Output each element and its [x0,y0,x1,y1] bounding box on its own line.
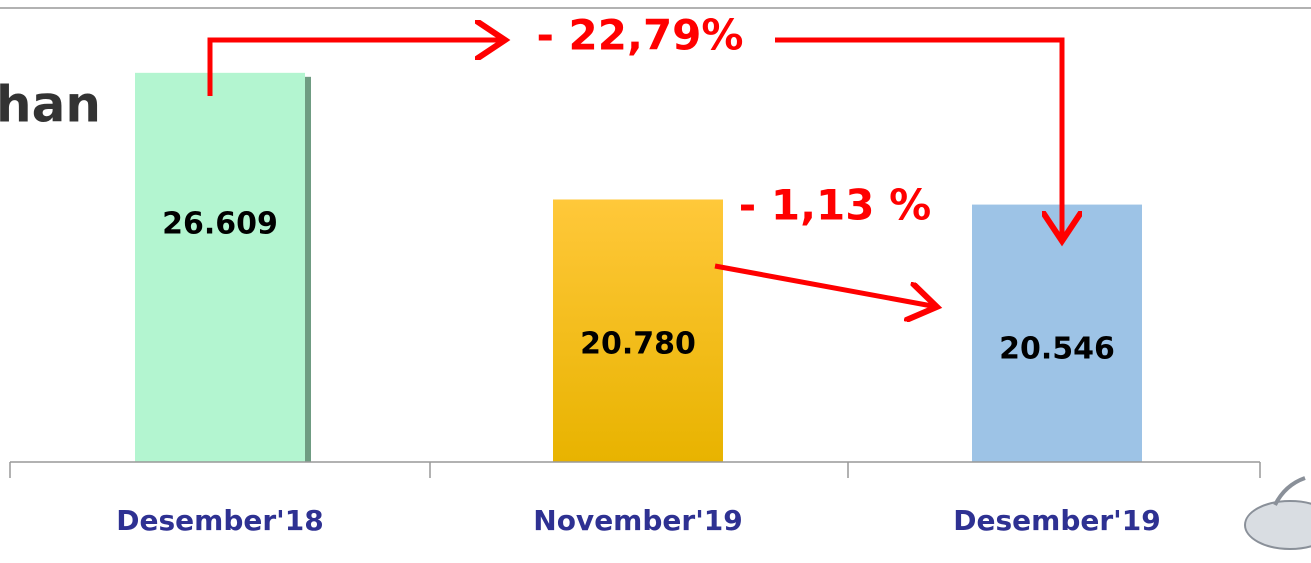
value-label: 26.609 [162,207,278,242]
axis-ticks [9,462,1261,478]
annotation: - 1,13 % [739,181,931,230]
bar [972,204,1142,462]
x-tick-label: Desember'19 [953,504,1160,537]
value-label: 20.780 [580,327,696,362]
chart-title: han [0,76,101,134]
bar [553,199,723,462]
bar [135,72,305,462]
x-tick-label: November'19 [533,504,742,537]
value-label: 20.546 [999,332,1115,367]
arrows [207,40,1062,306]
plane-icon [1244,476,1311,550]
annotation: - 22,79% [537,11,744,60]
x-tick-label: Desember'18 [116,504,323,537]
